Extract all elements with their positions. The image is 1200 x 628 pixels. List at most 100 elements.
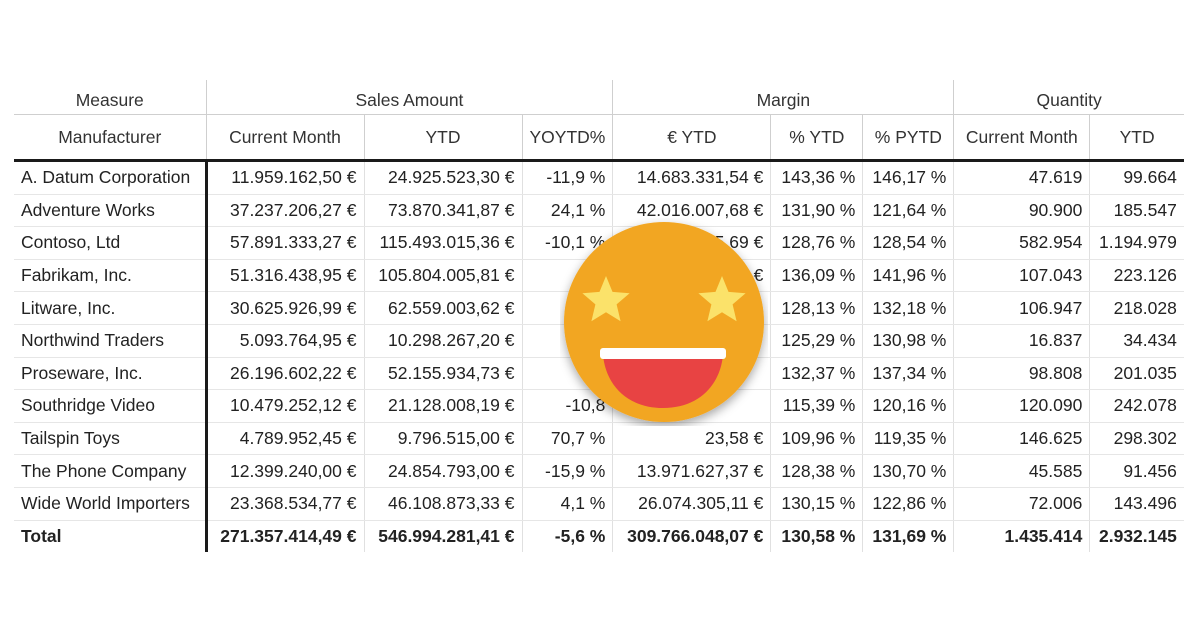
total-cell: 131,69 % (862, 520, 954, 553)
row-header: The Phone Company (14, 454, 208, 488)
table-cell: 34.434 (1089, 324, 1184, 358)
table-cell: 10.298.267,20 € (363, 324, 522, 358)
table-cell: 120.090 (953, 389, 1090, 423)
column-header[interactable]: YTD (363, 114, 522, 162)
table-cell: 51.316.438,95 € (205, 259, 364, 293)
table-cell: 298.302 (1089, 422, 1184, 456)
total-label: Total (14, 520, 208, 553)
table-cell: 132,37 % (770, 357, 863, 391)
column-header[interactable]: % PYTD (862, 114, 954, 162)
table-cell: 70,7 % (521, 422, 613, 456)
measure-header[interactable]: Measure (14, 80, 206, 115)
table-cell: 73.870.341,87 € (363, 194, 522, 228)
star-struck-emoji-icon (564, 222, 764, 422)
table-row[interactable]: Adventure Works 37.237.206,27 € 73.870.3… (14, 194, 1184, 228)
table-cell: 121,64 % (862, 194, 954, 228)
total-row[interactable]: Total 271.357.414,49 € 546.994.281,41 € … (14, 520, 1184, 553)
table-cell: 119,35 % (862, 422, 954, 456)
table-cell: 98.808 (953, 357, 1090, 391)
table-cell: 14.683.331,54 € (612, 160, 771, 195)
table-row[interactable]: Fabrikam, Inc. 51.316.438,95 € 105.804.0… (14, 259, 1184, 293)
table-cell: 115.493.015,36 € (363, 226, 522, 260)
table-row[interactable]: The Phone Company 12.399.240,00 € 24.854… (14, 454, 1184, 488)
table-cell: 218.028 (1089, 291, 1184, 325)
table-cell: 130,70 % (862, 454, 954, 488)
table-row[interactable]: Southridge Video 10.479.252,12 € 21.128.… (14, 389, 1184, 423)
table-cell: 90.900 (953, 194, 1090, 228)
total-cell: -5,6 % (521, 520, 613, 553)
table-cell: 130,15 % (770, 487, 863, 521)
row-header: A. Datum Corporation (14, 160, 208, 195)
table-cell: 24,1 % (521, 194, 613, 228)
row-header: Adventure Works (14, 194, 208, 228)
column-header[interactable]: Current Month (205, 114, 364, 162)
table-row[interactable]: A. Datum Corporation 11.959.162,50 € 24.… (14, 160, 1184, 195)
table-cell: 128,76 % (770, 226, 863, 260)
table-cell: 242.078 (1089, 389, 1184, 423)
column-header[interactable]: YOYTD% (521, 114, 613, 162)
table-cell: 42.016.007,68 € (612, 194, 771, 228)
table-cell: 24.925.523,30 € (363, 160, 522, 195)
table-cell: 11.959.162,50 € (205, 160, 364, 195)
table-cell: 30.625.926,99 € (205, 291, 364, 325)
header-columns-row: Manufacturer Current Month YTD YOYTD% € … (14, 114, 1184, 162)
table-cell: 125,29 % (770, 324, 863, 358)
table-cell: 582.954 (953, 226, 1090, 260)
column-header[interactable]: € YTD (612, 114, 771, 162)
row-header: Contoso, Ltd (14, 226, 208, 260)
table-cell: 62.559.003,62 € (363, 291, 522, 325)
table-cell: 109,96 % (770, 422, 863, 456)
teeth (600, 348, 726, 359)
row-header: Wide World Importers (14, 487, 208, 521)
table-row[interactable]: Proseware, Inc. 26.196.602,22 € 52.155.9… (14, 357, 1184, 391)
total-cell: 309.766.048,07 € (612, 520, 771, 553)
table-cell: 13.971.627,37 € (612, 454, 771, 488)
table-cell: 128,38 % (770, 454, 863, 488)
table-cell: 9.796.515,00 € (363, 422, 522, 456)
table-cell: 5.093.764,95 € (205, 324, 364, 358)
table-cell: 107.043 (953, 259, 1090, 293)
left-star-icon (582, 276, 630, 322)
group-header-sales-amount[interactable]: Sales Amount (205, 80, 613, 115)
row-header: Fabrikam, Inc. (14, 259, 208, 293)
table-cell: 26.074.305,11 € (612, 487, 771, 521)
table-cell: 47.619 (953, 160, 1090, 195)
table-cell: 201.035 (1089, 357, 1184, 391)
table-cell: 143.496 (1089, 487, 1184, 521)
table-cell: 37.237.206,27 € (205, 194, 364, 228)
row-header: Tailspin Toys (14, 422, 208, 456)
manufacturer-header[interactable]: Manufacturer (14, 114, 206, 162)
total-cell: 130,58 % (770, 520, 863, 553)
table-cell: 21.128.008,19 € (363, 389, 522, 423)
column-header[interactable]: YTD (1089, 114, 1184, 162)
column-header[interactable]: % YTD (770, 114, 863, 162)
total-cell: 546.994.281,41 € (363, 520, 522, 553)
table-cell: 52.155.934,73 € (363, 357, 522, 391)
table-cell: 137,34 % (862, 357, 954, 391)
table-cell: 72.006 (953, 487, 1090, 521)
open-mouth (603, 355, 723, 408)
column-header[interactable]: Current Month (953, 114, 1090, 162)
group-header-quantity[interactable]: Quantity (953, 80, 1184, 115)
table-cell: 12.399.240,00 € (205, 454, 364, 488)
table-cell: 91.456 (1089, 454, 1184, 488)
table-cell: 130,98 % (862, 324, 954, 358)
table-cell: 143,36 % (770, 160, 863, 195)
table-cell: 46.108.873,33 € (363, 487, 522, 521)
table-cell: 16.837 (953, 324, 1090, 358)
table-cell: 23,58 € (612, 422, 771, 456)
table-cell: 132,18 % (862, 291, 954, 325)
table-cell: 122,86 % (862, 487, 954, 521)
table-cell: 115,39 % (770, 389, 863, 423)
row-header: Proseware, Inc. (14, 357, 208, 391)
table-cell: 57.891.333,27 € (205, 226, 364, 260)
table-cell: 141,96 % (862, 259, 954, 293)
table-cell: 4,1 % (521, 487, 613, 521)
table-cell: 128,54 % (862, 226, 954, 260)
table-cell: 146,17 % (862, 160, 954, 195)
group-header-margin[interactable]: Margin (612, 80, 954, 115)
table-cell: 106.947 (953, 291, 1090, 325)
table-row[interactable]: Tailspin Toys 4.789.952,45 € 9.796.515,0… (14, 422, 1184, 456)
table-row[interactable]: Wide World Importers 23.368.534,77 € 46.… (14, 487, 1184, 521)
total-cell: 2.932.145 (1089, 520, 1184, 553)
